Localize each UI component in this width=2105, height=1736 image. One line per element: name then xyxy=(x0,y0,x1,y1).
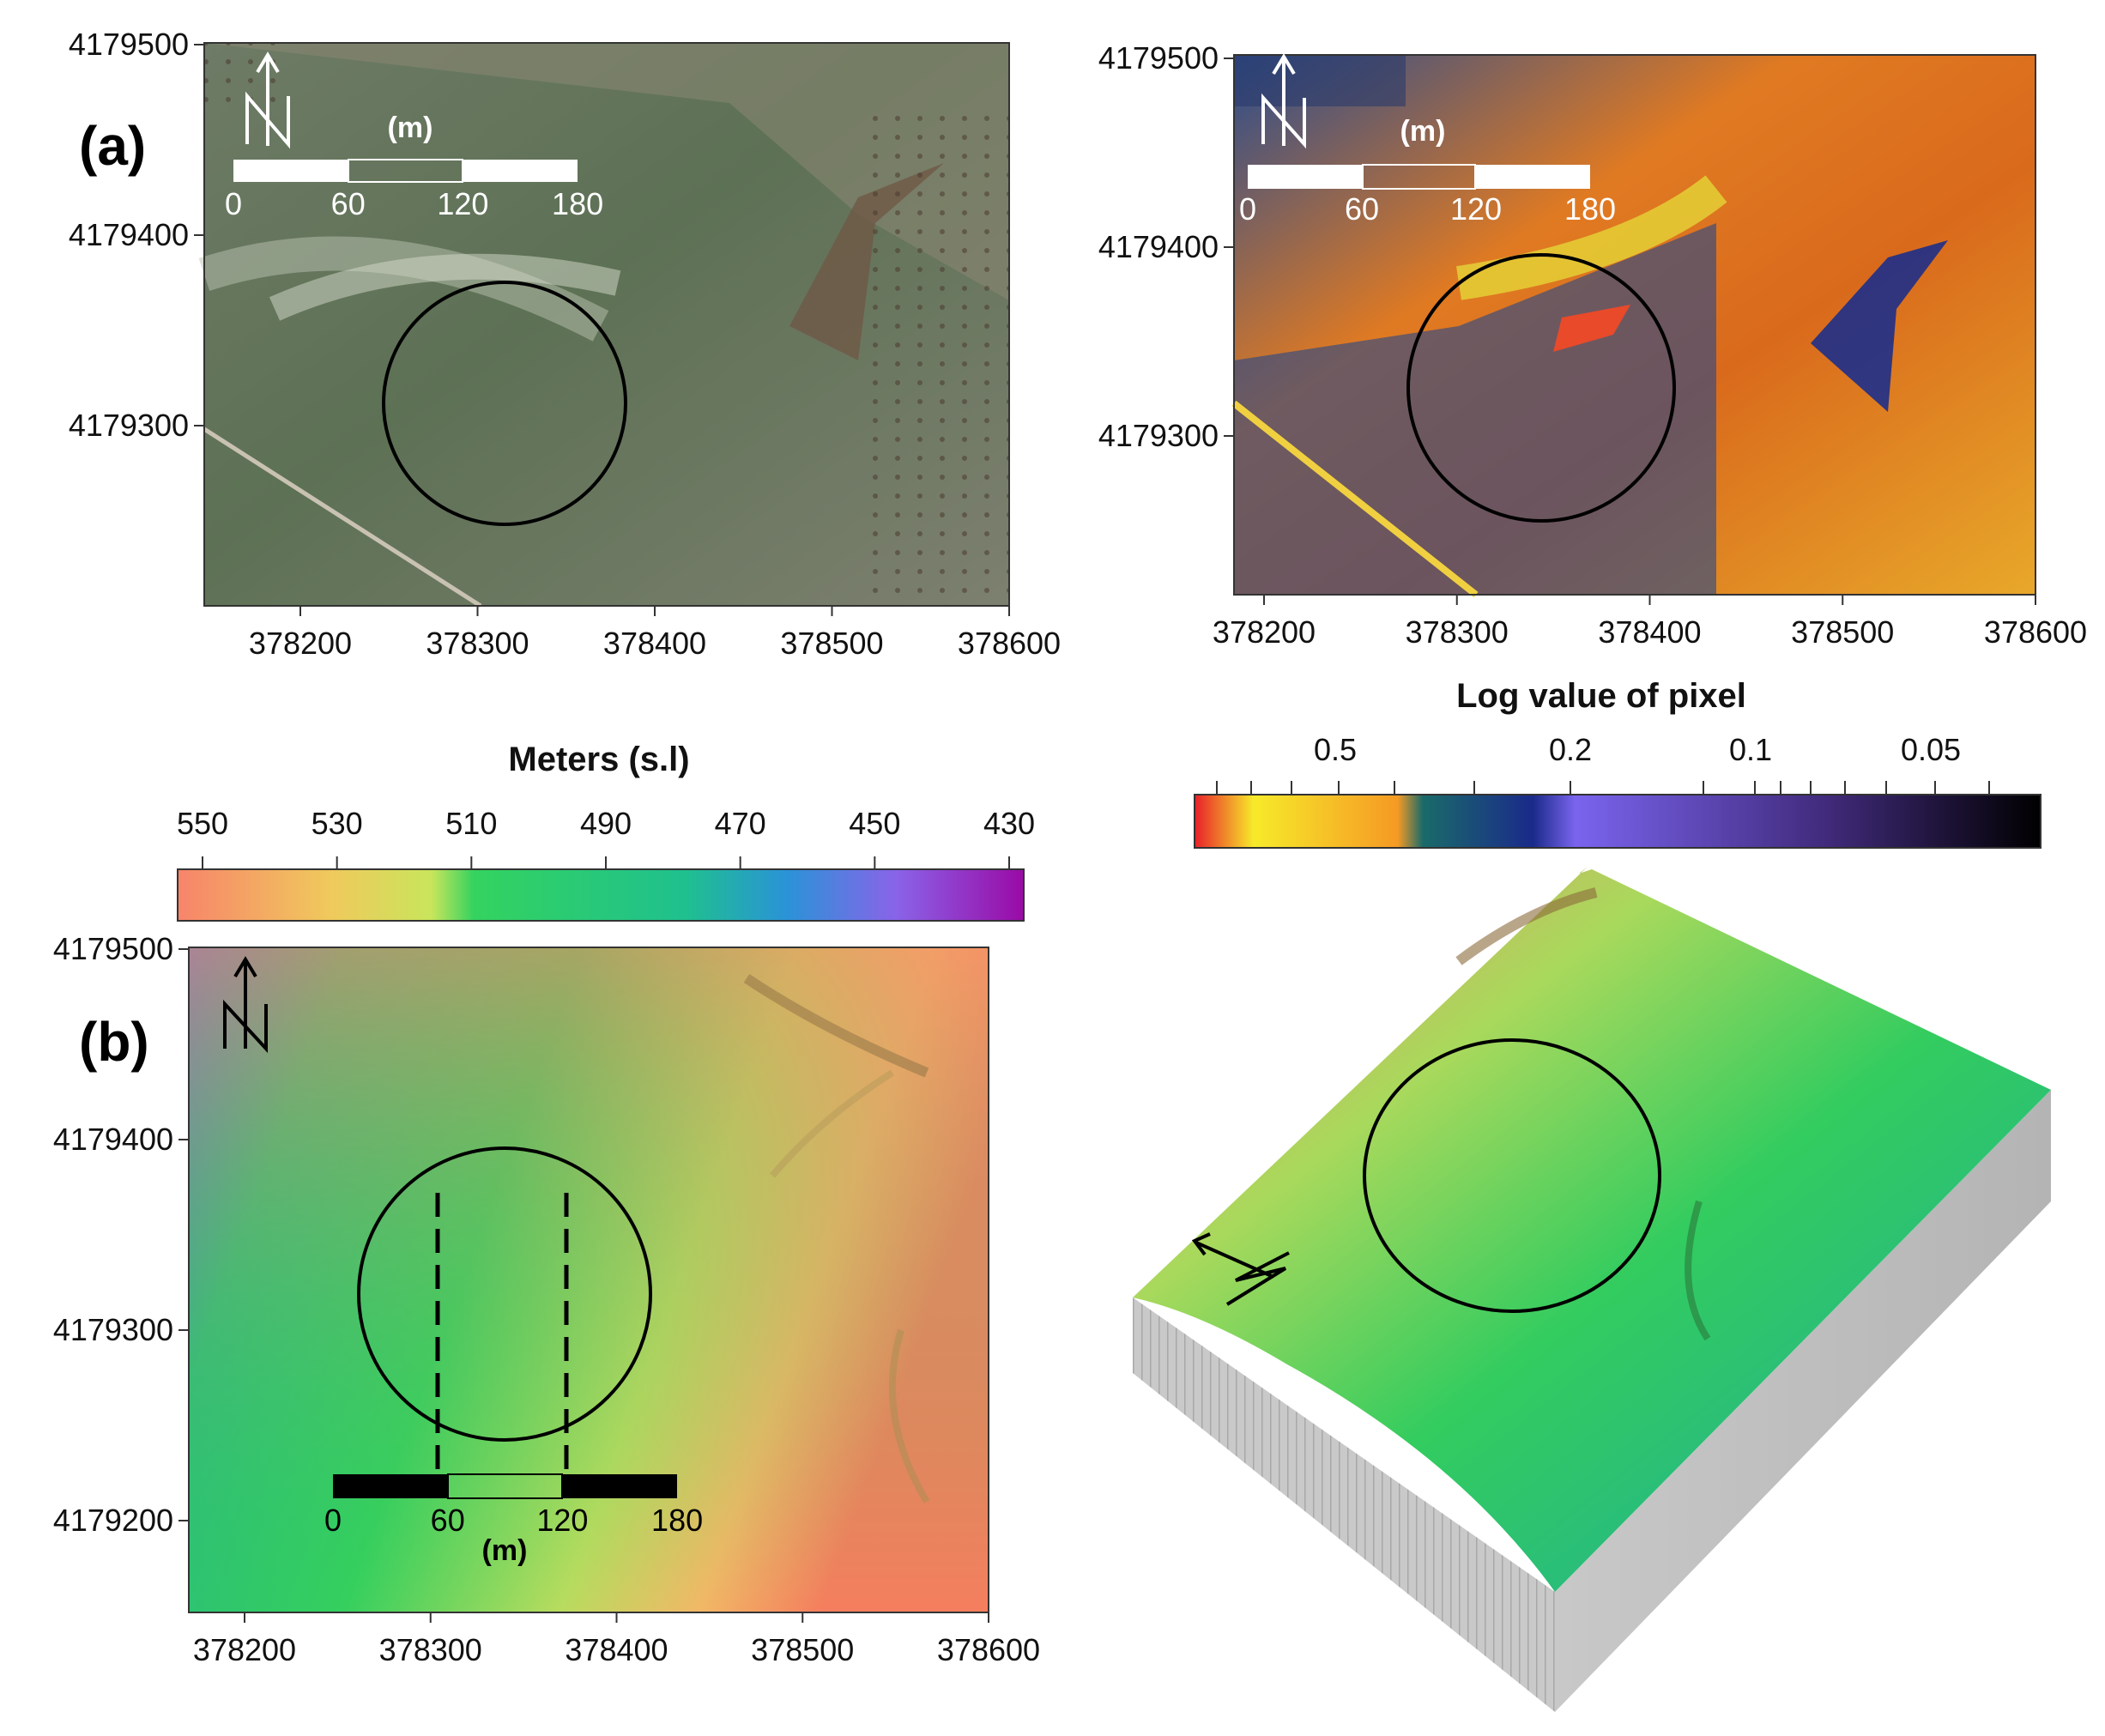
x-tick-label: 378400 xyxy=(603,626,706,661)
x-tick-label: 378400 xyxy=(1598,614,1701,650)
y-tick-label: 4179500 xyxy=(53,931,173,966)
aerial-photo-map xyxy=(198,43,1009,608)
y-tick-label: 4179400 xyxy=(1098,229,1219,264)
y-tick-label: 4179300 xyxy=(69,408,189,443)
x-tick-label: 378500 xyxy=(751,1632,854,1667)
x-tick-label: 378200 xyxy=(249,626,352,661)
log-colorbar-tick-label: 0.1 xyxy=(1729,732,1772,767)
panel-log-y-axis: 4179500 4179400 4179300 xyxy=(1098,40,1234,453)
log-colorbar-title: Log value of pixel xyxy=(1456,677,1746,715)
elevation-colorbar-tick-label: 510 xyxy=(445,806,497,841)
x-tick-label: 378600 xyxy=(1984,614,2087,650)
x-tick-label: 378300 xyxy=(1406,614,1509,650)
elevation-colorbar xyxy=(177,868,1025,922)
scale-bar-tick-label: 120 xyxy=(1450,191,1502,227)
x-tick-label: 378500 xyxy=(1791,614,1894,650)
scale-bar-tick-label: 0 xyxy=(225,186,242,221)
scale-bar-a-unit: (m) xyxy=(388,112,433,144)
scale-bar-tick-label: 180 xyxy=(1564,191,1616,227)
panel-log-frame xyxy=(1233,54,2036,596)
panel-log-x-axis: 378200 378300 378400 378500 378600 xyxy=(1213,595,2087,650)
site-circle-log xyxy=(1406,253,1676,523)
panel-a-x-axis: 378200 378300 378400 378500 378600 xyxy=(249,606,1061,661)
y-tick-label: 4179400 xyxy=(69,217,189,252)
panel-b-x-axis: 378200 378300 378400 378500 378600 xyxy=(193,1612,1040,1667)
north-arrow-icon xyxy=(1191,1232,1290,1306)
scale-bar-tick-label: 60 xyxy=(1345,191,1379,227)
north-arrow-icon xyxy=(223,956,268,1054)
x-tick-label: 378200 xyxy=(1213,614,1316,650)
elevation-colorbar-tick-label: 450 xyxy=(849,806,900,841)
x-tick-label: 378500 xyxy=(780,626,883,661)
panel-a-y-axis: 4179500 4179400 4179300 xyxy=(69,27,204,443)
site-circle-b xyxy=(357,1146,652,1442)
3d-terrain-block xyxy=(1133,867,2051,1712)
scale-bar-tick-label: 0 xyxy=(1239,191,1256,227)
scale-bar-b-unit: (m) xyxy=(482,1534,528,1567)
scale-bar-tick-label: 120 xyxy=(536,1503,588,1538)
panel-b-y-axis: 4179500 4179400 4179300 4179200 xyxy=(53,931,189,1538)
y-tick-label: 4179200 xyxy=(53,1503,173,1538)
scale-bar-tick-label: 60 xyxy=(331,186,366,221)
scale-bar-log-unit: (m) xyxy=(1400,115,1446,148)
x-tick-label: 378200 xyxy=(193,1632,296,1667)
elevation-colorbar-ticks: 550 530 510 490 470 450 430 xyxy=(177,806,1035,869)
elevation-colorbar-tick-label: 430 xyxy=(983,806,1035,841)
panel-b-frame xyxy=(188,947,989,1613)
x-tick-label: 378600 xyxy=(937,1632,1040,1667)
site-circle-a xyxy=(382,281,627,526)
log-colorbar-ticks: 0.5 0.2 0.1 0.05 xyxy=(1216,732,1990,795)
north-arrow-icon xyxy=(245,51,290,149)
x-tick-label: 378400 xyxy=(565,1632,668,1667)
x-tick-label: 378600 xyxy=(958,626,1061,661)
x-tick-label: 378300 xyxy=(426,626,529,661)
y-tick-label: 4179400 xyxy=(53,1122,173,1157)
elevation-colorbar-tick-label: 550 xyxy=(177,806,228,841)
scale-bar-b: (m) 0 60 120 180 xyxy=(324,1473,703,1567)
panel-a-frame xyxy=(203,42,1010,607)
y-tick-label: 4179500 xyxy=(69,27,189,62)
elevation-colorbar-tick-label: 470 xyxy=(715,806,766,841)
scale-bar-tick-label: 180 xyxy=(651,1503,703,1538)
y-tick-label: 4179500 xyxy=(1098,40,1219,76)
elevation-colorbar-tick-label: 490 xyxy=(580,806,632,841)
scale-bar-tick-label: 60 xyxy=(431,1503,465,1538)
log-colorbar xyxy=(1194,794,2041,849)
y-tick-label: 4179300 xyxy=(53,1312,173,1347)
scale-bar-a: (m) 0 60 120 180 xyxy=(225,112,603,221)
log-value-map xyxy=(1231,55,2035,598)
log-colorbar-tick-label: 0.05 xyxy=(1901,732,1961,767)
panel-b-label: (b) xyxy=(79,1011,149,1073)
scale-bar-log: (m) 0 60 120 180 xyxy=(1239,115,1616,227)
panel-a-label: (a) xyxy=(79,115,146,177)
north-arrow-icon xyxy=(1261,53,1306,149)
elevation-colorbar-tick-label: 530 xyxy=(312,806,363,841)
scale-bar-tick-label: 0 xyxy=(324,1503,342,1538)
x-tick-label: 378300 xyxy=(379,1632,482,1667)
scale-bar-tick-label: 180 xyxy=(552,186,603,221)
scale-bar-tick-label: 120 xyxy=(437,186,488,221)
y-tick-label: 4179300 xyxy=(1098,418,1219,453)
log-colorbar-tick-label: 0.2 xyxy=(1549,732,1592,767)
site-circle-3d xyxy=(1363,1038,1661,1313)
elevation-colorbar-title: Meters (s.l) xyxy=(508,741,689,778)
elevation-map xyxy=(189,947,989,1612)
log-colorbar-tick-label: 0.5 xyxy=(1314,732,1357,767)
